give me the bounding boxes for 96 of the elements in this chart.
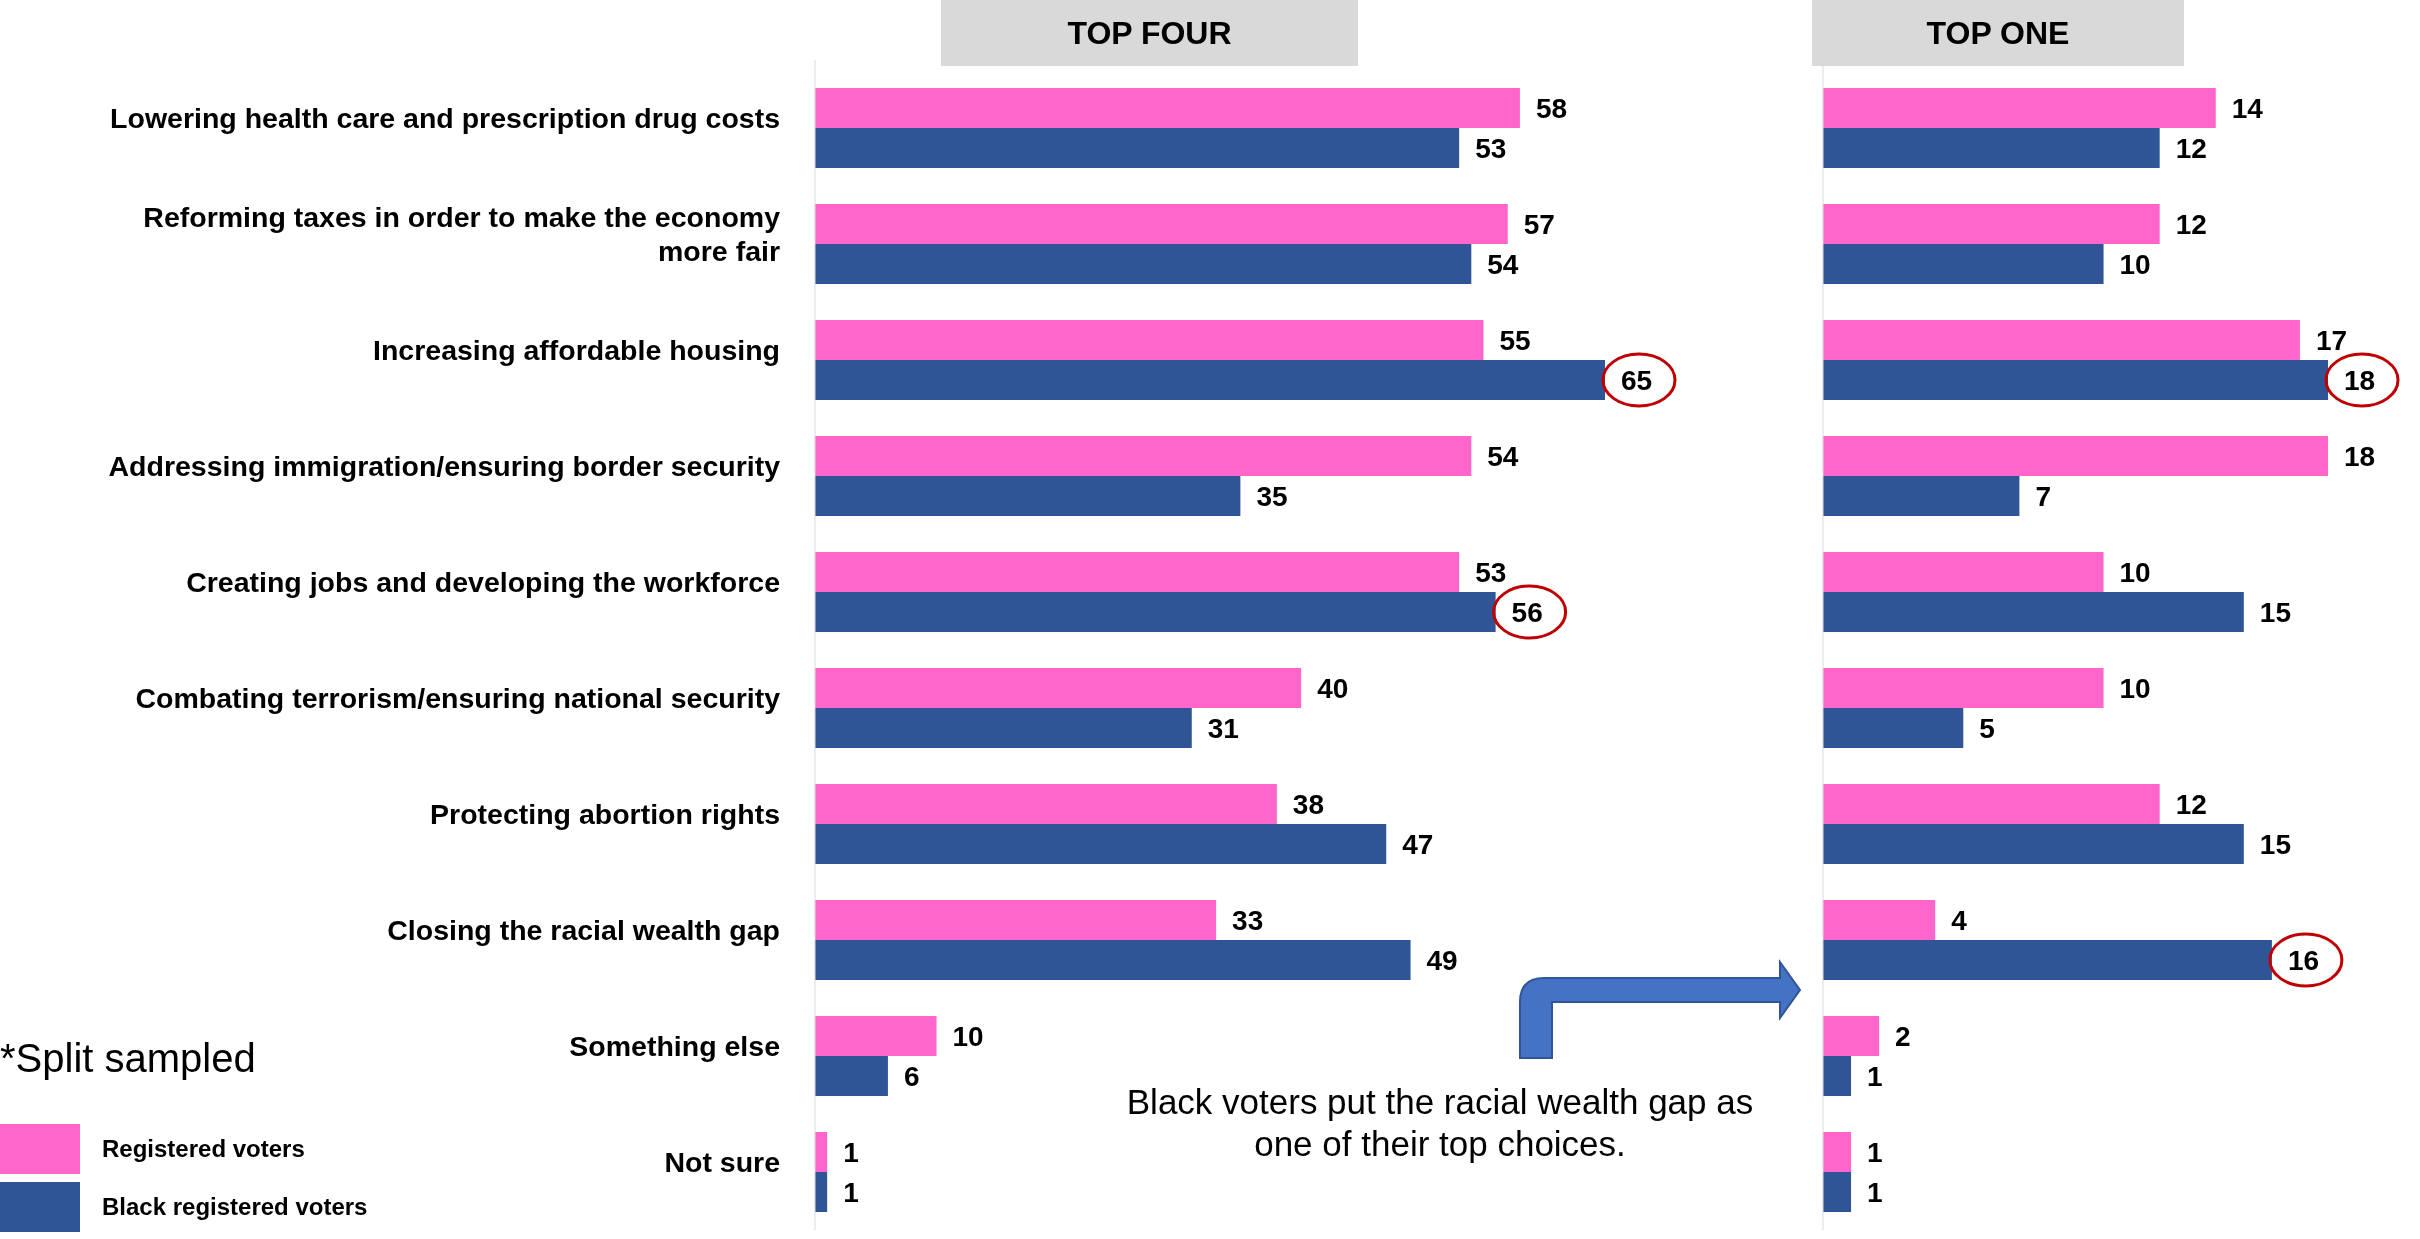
data-label: 12: [2175, 132, 2207, 164]
bar: [815, 708, 1192, 748]
data-label: 33: [1232, 904, 1264, 936]
bar: [815, 244, 1472, 284]
bar: [815, 668, 1302, 708]
data-label: 15: [2259, 828, 2291, 860]
bar: [815, 1132, 828, 1172]
bar: [815, 476, 1241, 516]
data-label: 4: [1951, 904, 1968, 936]
y-tick-label: Something else: [569, 1030, 780, 1062]
data-label: 18: [2344, 364, 2376, 396]
data-label: 10: [952, 1020, 984, 1052]
bar: [1823, 900, 1936, 940]
data-label: 1: [843, 1136, 859, 1168]
bar: [1823, 244, 2104, 284]
data-label: 15: [2259, 596, 2291, 628]
bar: [1823, 476, 2020, 516]
bar: [815, 128, 1460, 168]
bar: [1823, 1016, 1880, 1056]
data-label: 54: [1487, 440, 1519, 472]
annotation: Black voters put the racial wealth gap as one of their top choices.: [1126, 1082, 1754, 1163]
text: *Split sampled: [0, 1036, 256, 1080]
data-label: 57: [1523, 208, 1555, 240]
data-label: 56: [1511, 596, 1543, 628]
data-label: 10: [2119, 248, 2151, 280]
data-label: 2: [1895, 1020, 1911, 1052]
bar: [1823, 940, 2272, 980]
data-label: 55: [1499, 324, 1531, 356]
data-label: 10: [2119, 672, 2151, 704]
data-label: 53: [1475, 132, 1507, 164]
bar: [1823, 128, 2160, 168]
data-label: 5: [1979, 712, 1995, 744]
data-label: 58: [1535, 92, 1568, 124]
bar: [815, 204, 1508, 244]
bar: [1823, 552, 2104, 592]
bar: [1823, 1056, 1852, 1096]
y-tick-label: Lowering health care and prescription drug costs: [110, 102, 780, 134]
y-tick-label: Closing the racial wealth gap: [387, 914, 780, 946]
data-label: 35: [1256, 480, 1288, 512]
chart-title: TOP FOUR: [1067, 15, 1232, 51]
bar: [1823, 708, 1964, 748]
data-label: 12: [2175, 208, 2207, 240]
data-label: 1: [1867, 1136, 1883, 1168]
bar: [1823, 1172, 1852, 1212]
y-tick-label: Not sure: [664, 1146, 780, 1178]
y-tick-label: Creating jobs and developing the workforce: [186, 566, 780, 598]
chart-title: TOP ONE: [1926, 15, 2070, 51]
bar: [1823, 320, 2300, 360]
data-label: 1: [843, 1176, 859, 1208]
y-tick-label: Protecting abortion rights: [430, 798, 780, 830]
data-label: 17: [2315, 324, 2348, 356]
data-label: 49: [1426, 944, 1458, 976]
data-label: 31: [1207, 712, 1239, 744]
legend-label: Black registered voters: [102, 1193, 368, 1221]
data-label: 1: [1867, 1176, 1883, 1208]
y-tick-label: Reforming taxes in order to make the economy more fair: [143, 200, 781, 268]
bar: [815, 552, 1460, 592]
bar: [815, 900, 1217, 940]
data-label: 7: [2035, 480, 2051, 512]
y-tick-label: Combating terrorism/ensuring national security: [135, 682, 781, 714]
data-label: 40: [1317, 672, 1349, 704]
data-label: 38: [1292, 788, 1324, 820]
data-label: 6: [903, 1060, 920, 1092]
bar: [815, 436, 1472, 476]
bar: [1823, 88, 2216, 128]
bar: [815, 1056, 888, 1096]
bar: [815, 88, 1520, 128]
bar: [815, 1016, 937, 1056]
data-label: 54: [1487, 248, 1519, 280]
data-label: 14: [2231, 92, 2264, 124]
bar: [815, 360, 1605, 400]
bar: [1823, 824, 2244, 864]
legend-label: Registered voters: [102, 1135, 305, 1163]
data-label: 65: [1621, 364, 1653, 396]
data-label: 47: [1402, 828, 1434, 860]
y-tick-label: Addressing immigration/ensuring border security: [108, 450, 781, 482]
bar: [815, 320, 1484, 360]
data-label: 10: [2119, 556, 2151, 588]
bar: [815, 940, 1411, 980]
bar: [1823, 668, 2104, 708]
bar: [815, 592, 1496, 632]
data-label: 18: [2344, 440, 2376, 472]
bar: [1823, 204, 2160, 244]
data-label: 12: [2175, 788, 2207, 820]
bar: [815, 824, 1387, 864]
bar: [1823, 784, 2160, 824]
bar: [815, 1172, 828, 1212]
bar: [815, 784, 1277, 824]
data-label: 1: [1867, 1060, 1883, 1092]
bar: [1823, 592, 2244, 632]
y-tick-label: Increasing affordable housing: [373, 334, 780, 366]
bar: [1823, 360, 2328, 400]
data-label: 53: [1475, 556, 1507, 588]
data-label: 16: [2287, 944, 2320, 976]
bar: [1823, 1132, 1852, 1172]
bar: [1823, 436, 2328, 476]
